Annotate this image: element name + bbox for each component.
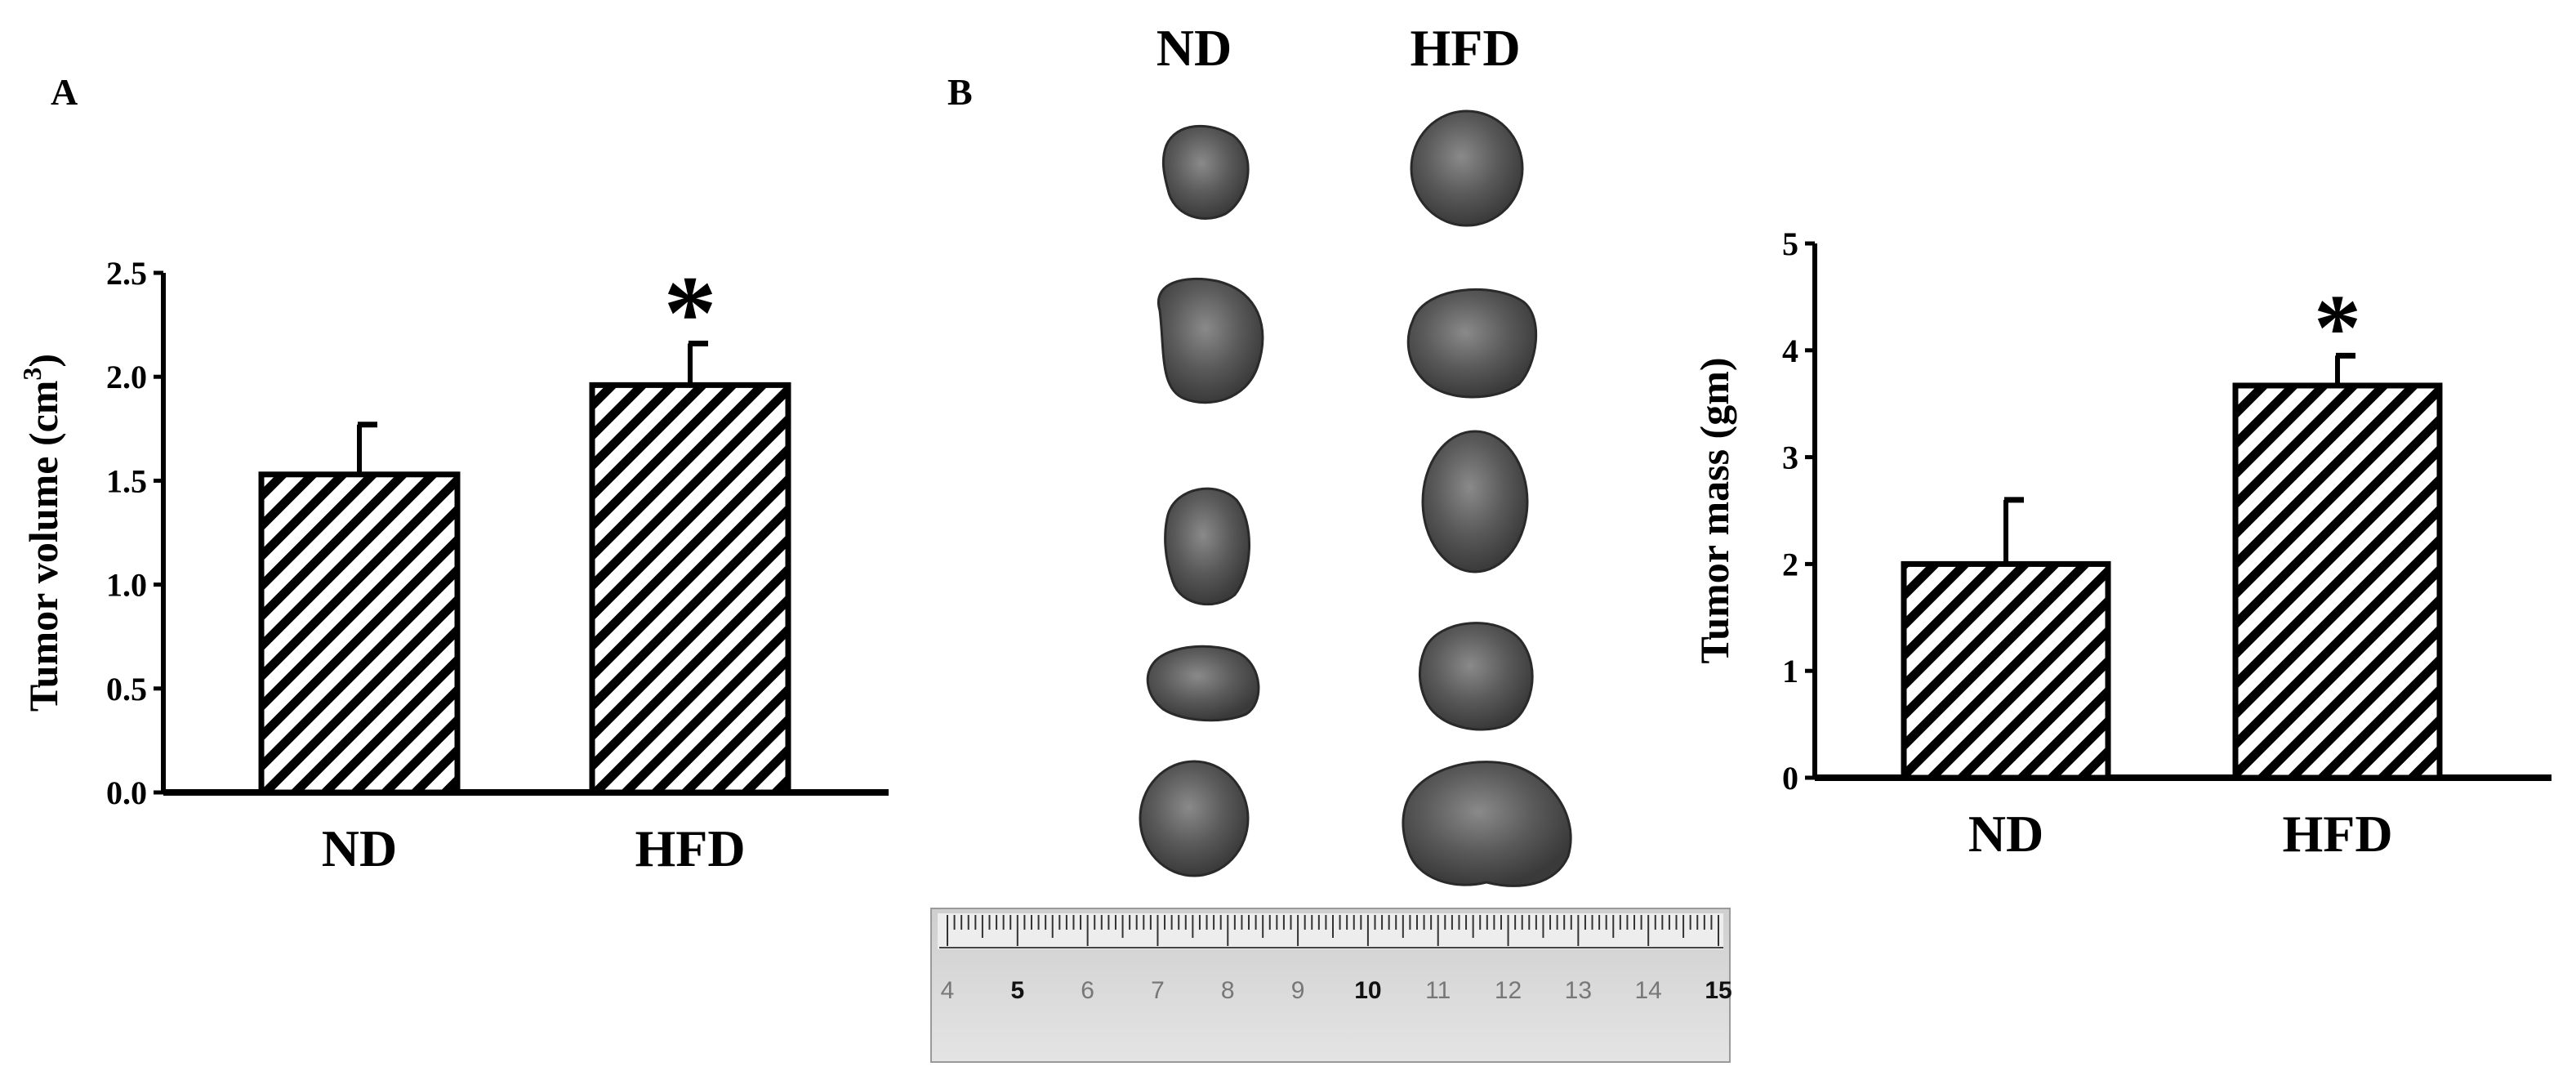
bar-nd: [1901, 560, 2111, 781]
ruler-number: 12: [1495, 977, 1522, 1004]
tumor-specimen-photo: [1139, 109, 1572, 887]
y-tick-label: 0.5: [106, 671, 147, 707]
chart-b-tumor-mass: 0 1 2 3 4 5 Tumor mass (gm) ND HFD *: [1691, 225, 2551, 863]
y-tick-label: 4: [1782, 332, 1798, 369]
tumor-photo-panel: ND HFD 4 5 6 7 8 9 10 11 12 13 14 15: [930, 19, 1732, 1063]
y-tick-label: 0.0: [106, 774, 147, 811]
x-tick-label-nd: ND: [1968, 805, 2043, 863]
ruler-number: 13: [1565, 977, 1592, 1004]
x-tick-label-hfd: HFD: [2282, 805, 2392, 863]
panel-b-label: B: [947, 71, 973, 113]
photo-column-label-hfd: HFD: [1410, 19, 1520, 77]
bar-hfd: [589, 382, 791, 796]
significance-marker-hfd: *: [2314, 275, 2361, 380]
y-tick-label: 2: [1782, 546, 1798, 582]
y-tick-label: 1.5: [106, 462, 147, 499]
y-axis-title: Tumor mass (gm): [1691, 357, 1737, 663]
ruler-number: 5: [1010, 977, 1024, 1004]
ruler-number: 9: [1291, 977, 1305, 1004]
ruler-number: 4: [941, 977, 955, 1004]
chart-a-tumor-volume: 0.0 0.5 1.0 1.5 2.0 2.5 Tumor volume (cm3) ND HF…: [17, 254, 889, 877]
ruler-number: 11: [1425, 977, 1451, 1004]
y-tick-label: 2.5: [106, 255, 147, 292]
bar-hfd: [2232, 382, 2443, 781]
significance-marker-hfd: *: [664, 254, 717, 372]
ruler-number: 7: [1151, 977, 1165, 1004]
bar-nd: [258, 471, 461, 796]
photo-column-label-nd: ND: [1157, 19, 1232, 77]
ruler-number: 10: [1354, 977, 1381, 1004]
ruler-number: 15: [1705, 977, 1731, 1004]
x-tick-label-hfd: HFD: [635, 819, 745, 877]
y-tick-label: 5: [1782, 225, 1798, 262]
ruler-number: 14: [1634, 977, 1661, 1004]
ruler-number: 8: [1221, 977, 1235, 1004]
y-axis-title: Tumor volume (cm3): [17, 354, 66, 712]
y-tick-label: 2.0: [106, 359, 147, 395]
x-tick-label-nd: ND: [322, 819, 397, 877]
y-tick-label: 0: [1782, 760, 1798, 797]
ruler-number: 6: [1081, 977, 1094, 1004]
y-tick-label: 1.0: [106, 567, 147, 604]
y-tick-label: 3: [1782, 440, 1798, 476]
y-tick-label: 1: [1782, 653, 1798, 690]
panel-a-label: A: [51, 71, 78, 113]
ruler-photo: 4 5 6 7 8 9 10 11 12 13 14 15: [930, 908, 1732, 1063]
